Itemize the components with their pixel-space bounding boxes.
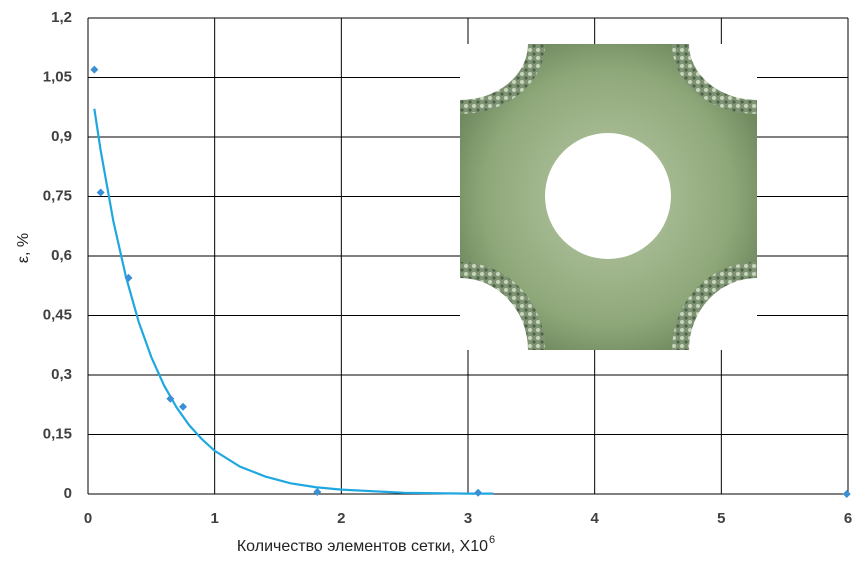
- mesh-image: [460, 44, 757, 350]
- point: [313, 488, 321, 496]
- chart: ε, % Количество элементов сетки, X10 6 0…: [0, 0, 856, 557]
- y-tick-label: 1,05: [43, 68, 72, 85]
- point: [474, 489, 482, 497]
- y-tick-label: 1,2: [51, 9, 72, 26]
- x-tick-label: 2: [337, 510, 345, 527]
- point: [97, 189, 105, 197]
- point: [843, 490, 851, 498]
- x-tick-label: 4: [590, 510, 599, 527]
- fit-line: [94, 109, 493, 494]
- y-tick-label: 0,15: [43, 425, 72, 442]
- point: [179, 403, 187, 411]
- x-tick-label: 1: [210, 510, 218, 527]
- y-tick-label: 0,3: [51, 366, 72, 383]
- y-axis-label: ε, %: [15, 233, 32, 263]
- y-tick-label: 0: [64, 485, 72, 502]
- x-tick-label: 5: [717, 510, 725, 527]
- y-tick-label: 0,6: [51, 247, 72, 264]
- x-tick-label: 3: [464, 510, 472, 527]
- y-tick-label: 0,45: [43, 306, 72, 323]
- y-tick-label: 0,9: [51, 128, 72, 145]
- x-axis-label-sup: 6: [489, 534, 495, 546]
- x-axis-label-text: Количество элементов сетки, X10: [237, 538, 488, 555]
- x-tick-label: 0: [84, 510, 92, 527]
- y-tick-label: 0,75: [43, 187, 72, 204]
- point: [90, 66, 98, 74]
- x-tick-label: 6: [844, 510, 852, 527]
- x-axis-label: Количество элементов сетки, X10: [237, 538, 488, 555]
